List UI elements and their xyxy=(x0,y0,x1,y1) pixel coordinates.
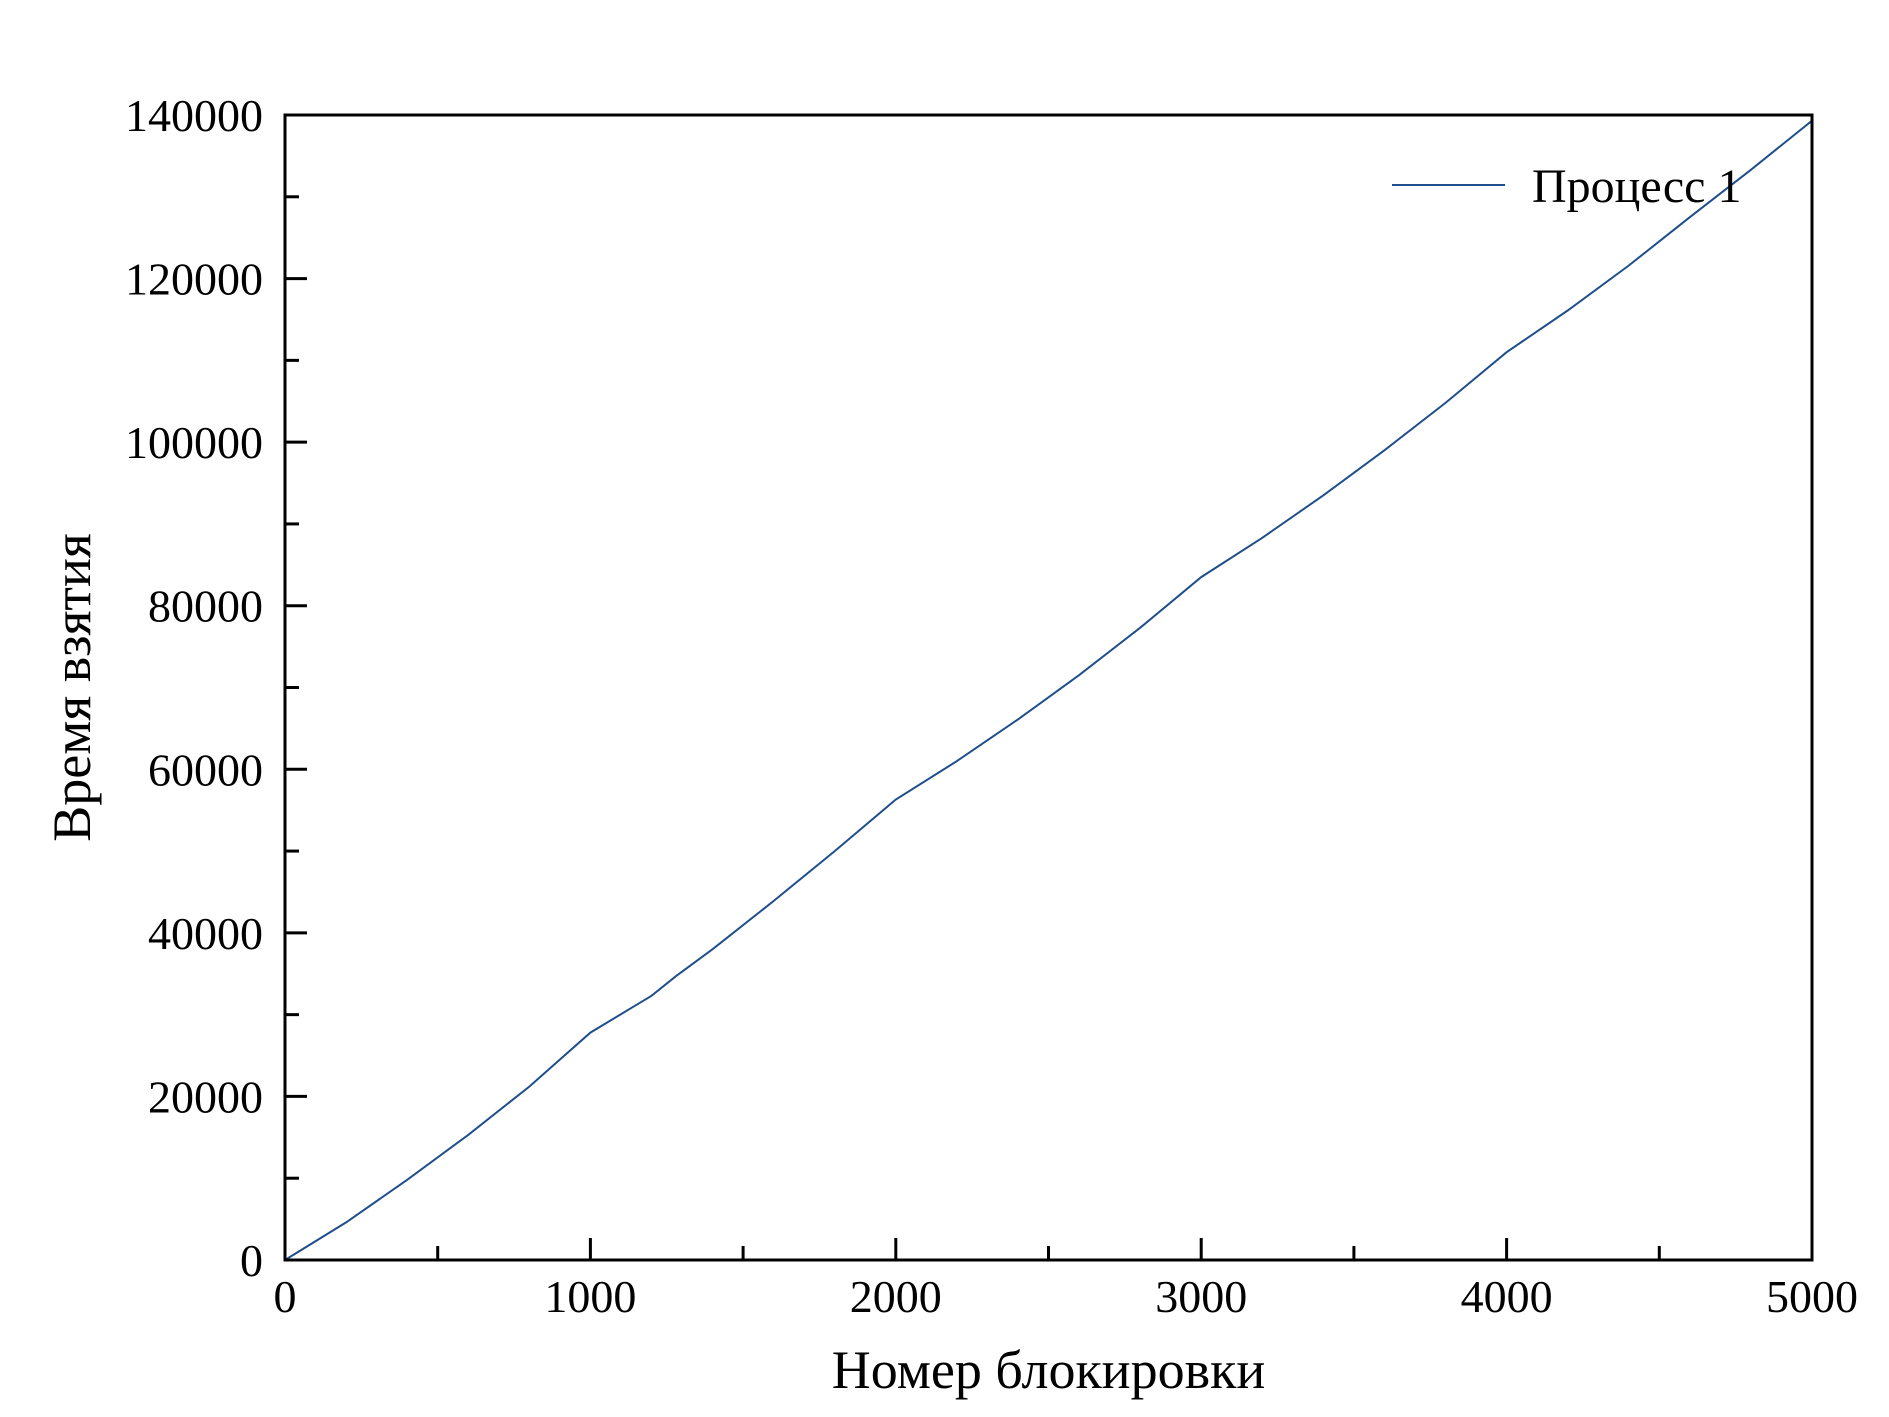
x-tick-label: 1000 xyxy=(544,1271,636,1322)
x-tick-label: 2000 xyxy=(850,1271,942,1322)
y-tick-label: 140000 xyxy=(125,90,263,141)
legend: Процесс 1 xyxy=(1392,160,1741,213)
x-axis-label: Номер блокировки xyxy=(832,1340,1265,1400)
y-tick-label: 120000 xyxy=(125,254,263,305)
x-tick-label: 0 xyxy=(274,1271,297,1322)
x-tick-label: 4000 xyxy=(1461,1271,1553,1322)
series-line-process-1 xyxy=(284,119,1813,1261)
plot-frame xyxy=(283,113,1814,1262)
y-tick-label: 0 xyxy=(240,1235,263,1286)
tick-labels: 0 1000 2000 3000 4000 5000 0 20000 40000 60000 800… xyxy=(125,90,1858,1322)
x-tick-label: 5000 xyxy=(1766,1271,1858,1322)
axis-ticks xyxy=(283,113,1814,1262)
y-tick-label: 100000 xyxy=(125,417,263,468)
legend-label-process-1: Процесс 1 xyxy=(1532,160,1741,213)
y-axis-label: Время взятия xyxy=(42,533,102,842)
series-group xyxy=(284,119,1813,1261)
y-tick-label: 60000 xyxy=(148,744,263,795)
y-tick-label: 80000 xyxy=(148,581,263,632)
y-tick-label: 40000 xyxy=(148,908,263,959)
x-tick-label: 3000 xyxy=(1155,1271,1247,1322)
y-tick-label: 20000 xyxy=(148,1071,263,1122)
